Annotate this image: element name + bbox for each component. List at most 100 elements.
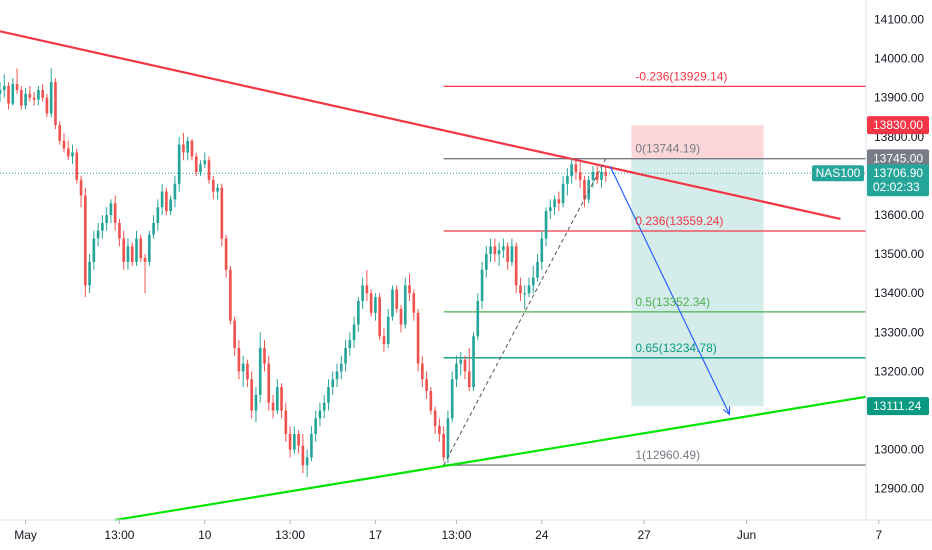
candle[interactable] <box>352 316 356 348</box>
candle[interactable] <box>75 148 79 184</box>
candle[interactable] <box>173 175 177 208</box>
candle[interactable] <box>280 383 283 419</box>
candle[interactable] <box>459 351 463 376</box>
candle[interactable] <box>416 308 420 372</box>
candle[interactable] <box>548 199 552 219</box>
candle[interactable] <box>472 332 475 391</box>
candle[interactable] <box>186 136 190 161</box>
symbol-badge[interactable] <box>812 165 864 182</box>
candle[interactable] <box>301 433 305 474</box>
candle[interactable] <box>250 371 254 419</box>
candle[interactable] <box>382 328 386 352</box>
candle[interactable] <box>344 340 347 372</box>
candle[interactable] <box>83 187 87 298</box>
candle[interactable] <box>446 410 450 464</box>
candle[interactable] <box>331 371 335 395</box>
candle[interactable] <box>241 355 245 388</box>
candle[interactable] <box>20 86 23 110</box>
candle[interactable] <box>485 246 488 278</box>
candle[interactable] <box>267 355 271 411</box>
candle[interactable] <box>79 175 83 208</box>
candle[interactable] <box>314 410 318 442</box>
candle[interactable] <box>229 265 232 325</box>
candle[interactable] <box>118 218 121 247</box>
candle[interactable] <box>199 160 202 176</box>
candle[interactable] <box>570 158 573 184</box>
candle[interactable] <box>408 273 411 302</box>
candle[interactable] <box>510 238 514 266</box>
support-trendline[interactable] <box>115 395 867 522</box>
candle[interactable] <box>71 144 74 165</box>
candle[interactable] <box>369 289 373 317</box>
candle[interactable] <box>374 293 377 321</box>
candle[interactable] <box>11 78 15 106</box>
take-profit-zone[interactable] <box>631 158 764 407</box>
candle[interactable] <box>514 242 518 294</box>
candle[interactable] <box>318 402 322 427</box>
candle[interactable] <box>519 277 522 302</box>
candle[interactable] <box>365 269 369 302</box>
candle[interactable] <box>130 242 134 266</box>
projection-arrow[interactable] <box>609 165 731 415</box>
candle[interactable] <box>591 166 595 188</box>
candle[interactable] <box>143 254 147 294</box>
candle[interactable] <box>463 355 467 380</box>
candle[interactable] <box>544 207 548 247</box>
candle[interactable] <box>109 199 113 223</box>
candle[interactable] <box>403 277 407 329</box>
candle[interactable] <box>92 230 96 270</box>
candle[interactable] <box>310 426 313 462</box>
candle[interactable] <box>297 430 300 454</box>
current-price-badge[interactable] <box>867 164 929 197</box>
candle[interactable] <box>395 285 399 313</box>
candle[interactable] <box>587 175 591 204</box>
candle[interactable] <box>147 230 151 266</box>
candle[interactable] <box>357 297 360 333</box>
candle[interactable] <box>386 308 390 348</box>
candle[interactable] <box>288 426 292 458</box>
candle[interactable] <box>399 304 403 333</box>
candle[interactable] <box>66 140 70 161</box>
candle[interactable] <box>113 195 117 231</box>
candle[interactable] <box>237 340 241 380</box>
time-axis[interactable]: May 13:00 10 13:00 17 13:00 24 27 Jun 7 <box>14 520 882 542</box>
candle[interactable] <box>220 183 224 247</box>
candle[interactable] <box>49 68 53 118</box>
target-price-badge[interactable] <box>867 397 929 416</box>
candle[interactable] <box>497 242 501 266</box>
candle[interactable] <box>216 183 219 200</box>
candle[interactable] <box>203 152 207 169</box>
candle[interactable] <box>506 242 509 270</box>
candle[interactable] <box>105 207 108 231</box>
stop-price-badge[interactable] <box>867 116 929 135</box>
candle[interactable] <box>412 289 416 321</box>
candle[interactable] <box>425 371 428 399</box>
resistance-trendline[interactable] <box>0 30 841 221</box>
candle[interactable] <box>583 175 586 208</box>
candle[interactable] <box>54 78 57 130</box>
candle[interactable] <box>335 363 339 388</box>
candle[interactable] <box>391 285 394 321</box>
candle[interactable] <box>480 261 484 309</box>
candle[interactable] <box>156 199 160 231</box>
candle[interactable] <box>429 387 433 415</box>
candle[interactable] <box>233 316 236 356</box>
candle[interactable] <box>561 175 565 208</box>
candle[interactable] <box>58 121 62 145</box>
candle[interactable] <box>523 285 527 309</box>
candle[interactable] <box>604 166 608 182</box>
candle[interactable] <box>293 426 296 454</box>
candle[interactable] <box>442 426 445 462</box>
candle[interactable] <box>531 265 535 294</box>
candle[interactable] <box>361 277 364 309</box>
candle[interactable] <box>433 406 437 434</box>
candle[interactable] <box>246 359 249 388</box>
candle[interactable] <box>339 355 343 380</box>
candle[interactable] <box>578 162 582 188</box>
candle[interactable] <box>28 86 32 102</box>
candle[interactable] <box>88 254 91 294</box>
candle[interactable] <box>160 183 164 216</box>
candle[interactable] <box>421 355 424 388</box>
candle[interactable] <box>37 86 40 106</box>
candle[interactable] <box>169 195 172 216</box>
